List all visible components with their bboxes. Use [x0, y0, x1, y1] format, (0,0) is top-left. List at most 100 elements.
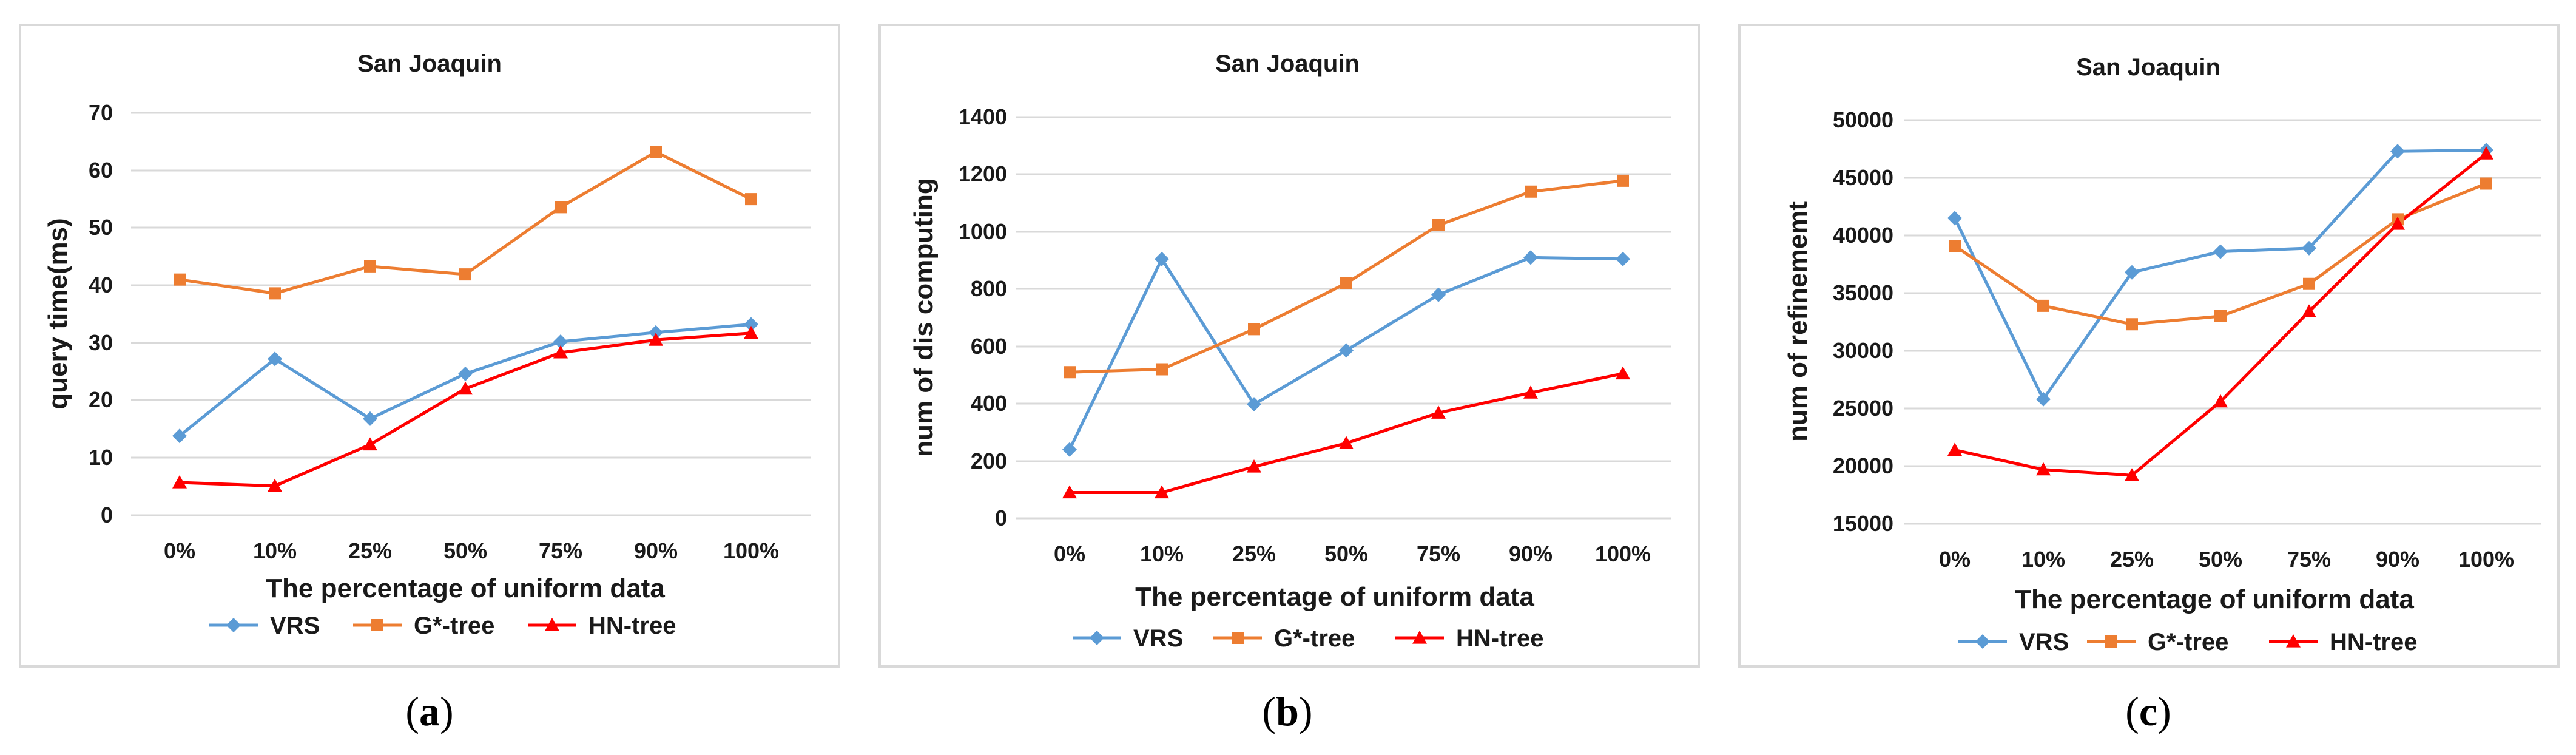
- caption-open-paren: (: [2125, 688, 2139, 734]
- y-tick-label: 30000: [1833, 338, 1893, 363]
- panel-b-x-ticks: 0% 10% 25% 50% 75% 90% 100%: [1054, 541, 1651, 566]
- panel-c-x-ticks: 0% 10% 25% 50% 75% 90% 100%: [1939, 547, 2514, 572]
- data-point-vrs: [1155, 251, 1169, 266]
- data-point-g-tree: [1949, 240, 1961, 252]
- data-point-g-tree: [1432, 218, 1445, 231]
- y-tick-label: 70: [89, 100, 113, 125]
- x-tick-label: 50%: [2199, 547, 2242, 572]
- y-tick-label: 25000: [1833, 396, 1893, 421]
- legend-marker-vrs: [1975, 634, 1990, 649]
- panel-c: San Joaquin 15000 20000 25000 30000 3500…: [1738, 24, 2560, 734]
- data-point-g-tree: [650, 146, 662, 158]
- x-tick-label: 25%: [1232, 541, 1276, 566]
- data-point-hn-tree: [2390, 217, 2405, 230]
- legend-label-g-tree: G*-tree: [414, 612, 494, 639]
- panel-a-grid: [131, 112, 811, 516]
- y-tick-label: 10: [89, 445, 113, 470]
- data-point-hn-tree: [268, 478, 282, 492]
- data-point-vrs: [2302, 240, 2316, 256]
- panel-a-caption: (a): [405, 688, 453, 734]
- data-point-g-tree: [174, 273, 186, 286]
- data-point-g-tree: [1340, 277, 1352, 289]
- caption-open-paren: (: [1262, 688, 1276, 734]
- data-point-vrs: [1247, 397, 1261, 412]
- x-tick-label: 75%: [539, 538, 582, 563]
- data-point-hn-tree: [1247, 459, 1261, 473]
- data-point-vrs: [744, 317, 758, 332]
- x-tick-label: 100%: [723, 538, 779, 563]
- panel-b: San Joaquin 0 200 400 600 800 1000 1200 …: [878, 24, 1700, 734]
- x-tick-label: 0%: [1939, 547, 1971, 572]
- panel-b-y-axis-label: num of dis computing: [909, 178, 939, 457]
- panel-b-markers: [1062, 174, 1630, 499]
- data-point-hn-tree: [2213, 394, 2228, 408]
- x-tick-label: 25%: [2110, 547, 2154, 572]
- y-tick-label: 0: [995, 506, 1007, 530]
- legend-marker-g-tree: [1232, 632, 1244, 644]
- data-point-hn-tree: [1431, 405, 1446, 419]
- caption-close-paren: ): [440, 688, 454, 734]
- x-tick-label: 100%: [2458, 547, 2514, 572]
- data-point-vrs: [1616, 251, 1630, 266]
- data-point-vrs: [1339, 343, 1354, 358]
- data-point-hn-tree: [2479, 146, 2493, 160]
- x-tick-label: 90%: [2376, 547, 2419, 572]
- data-point-g-tree: [1525, 185, 1537, 198]
- data-point-g-tree: [1064, 366, 1076, 379]
- panel-b-y-ticks: 0 200 400 600 800 1000 1200 1400: [959, 104, 1007, 530]
- legend-label-vrs: VRS: [270, 612, 320, 639]
- panel-b-title: San Joaquin: [1215, 50, 1360, 77]
- x-tick-label: 10%: [2021, 547, 2065, 572]
- legend-label-g-tree: G*-tree: [2148, 629, 2228, 655]
- panel-c-caption: (c): [2125, 688, 2171, 734]
- y-tick-label: 40: [89, 273, 113, 297]
- data-point-g-tree: [745, 193, 757, 206]
- caption-close-paren: ): [1299, 688, 1313, 734]
- data-point-hn-tree: [1947, 442, 1962, 456]
- panel-c-x-axis-label: The percentage of uniform data: [2015, 584, 2414, 614]
- y-tick-label: 0: [101, 503, 113, 527]
- data-point-vrs: [2036, 391, 2051, 407]
- data-point-hn-tree: [1523, 385, 1538, 399]
- data-point-vrs: [649, 325, 663, 340]
- y-tick-label: 40000: [1833, 223, 1893, 248]
- y-tick-label: 1400: [959, 104, 1007, 129]
- x-tick-label: 0%: [1054, 541, 1085, 566]
- panel-a: San Joaquin 0 10 20 30 40 50 60 70 0% 10…: [19, 24, 840, 734]
- data-point-g-tree: [2126, 318, 2138, 331]
- y-tick-label: 1000: [959, 219, 1007, 244]
- legend-marker-g-tree: [2105, 635, 2117, 648]
- caption-letter: c: [2139, 688, 2157, 734]
- data-point-g-tree: [2214, 310, 2227, 322]
- data-point-g-tree: [1248, 323, 1260, 336]
- y-tick-label: 50000: [1833, 107, 1893, 132]
- x-tick-label: 25%: [348, 538, 392, 563]
- data-point-g-tree: [2303, 277, 2315, 290]
- x-tick-label: 90%: [1509, 541, 1553, 566]
- data-point-vrs: [1062, 442, 1077, 457]
- data-point-g-tree: [2480, 177, 2492, 190]
- x-tick-label: 75%: [2287, 547, 2331, 572]
- y-tick-label: 600: [971, 334, 1007, 359]
- data-point-vrs: [268, 351, 282, 367]
- panel-b-legend: VRS G*-tree HN-tree: [1073, 625, 1543, 652]
- data-point-vrs: [458, 367, 473, 382]
- data-point-g-tree: [1617, 174, 1629, 187]
- data-point-hn-tree: [1616, 366, 1630, 380]
- legend-label-vrs: VRS: [1133, 625, 1183, 652]
- y-tick-label: 50: [89, 215, 113, 240]
- panel-c-grid: [1904, 119, 2541, 525]
- data-point-vrs: [363, 411, 377, 426]
- legend-label-g-tree: G*-tree: [1274, 625, 1355, 652]
- y-tick-label: 200: [971, 449, 1007, 473]
- data-point-vrs: [1431, 287, 1446, 302]
- data-point-hn-tree: [1062, 485, 1077, 499]
- caption-letter: a: [419, 688, 440, 734]
- y-tick-label: 400: [971, 391, 1007, 416]
- legend-label-hn-tree: HN-tree: [588, 612, 676, 639]
- y-tick-label: 30: [89, 330, 113, 355]
- data-point-vrs: [553, 334, 568, 349]
- x-tick-label: 50%: [443, 538, 487, 563]
- legend-label-hn-tree: HN-tree: [1456, 625, 1543, 652]
- y-tick-label: 35000: [1833, 280, 1893, 305]
